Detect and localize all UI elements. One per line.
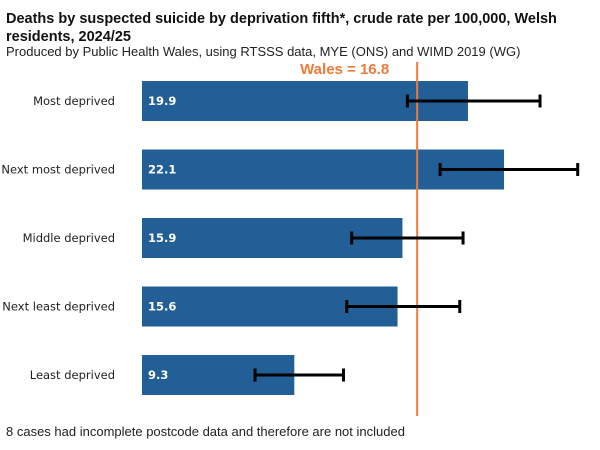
category-label: Most deprived	[33, 94, 115, 108]
reference-label: Wales = 16.8	[300, 61, 389, 78]
value-label: 22.1	[148, 163, 176, 177]
value-label: 15.6	[148, 300, 176, 314]
error-bar	[405, 94, 542, 108]
chart-footnote: 8 cases had incomplete postcode data and…	[6, 424, 405, 439]
category-label: Next most deprived	[1, 163, 115, 177]
value-label: 15.9	[148, 231, 176, 245]
category-label: Next least deprived	[2, 300, 115, 314]
chart-subtitle: Produced by Public Health Wales, using R…	[6, 44, 521, 59]
error-bar	[345, 300, 462, 313]
error-bar	[438, 163, 580, 176]
category-label: Least deprived	[30, 368, 115, 382]
value-label: 9.3	[148, 368, 168, 382]
category-label: Middle deprived	[23, 231, 115, 245]
error-bar	[253, 368, 345, 382]
chart-title: Deaths by suspected suicide by deprivati…	[6, 11, 557, 45]
value-label: 19.9	[148, 94, 176, 108]
error-bar	[350, 231, 465, 245]
